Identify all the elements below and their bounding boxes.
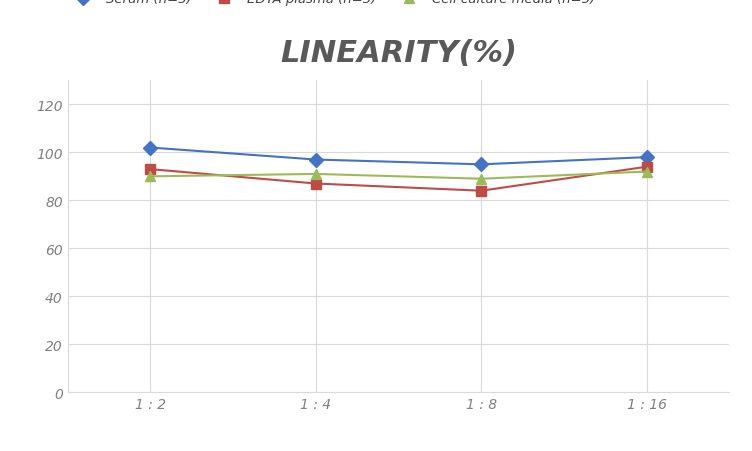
Title: LINEARITY(%): LINEARITY(%): [280, 39, 517, 68]
Legend: Serum (n=5), EDTA plasma (n=5), Cell culture media (n=5): Serum (n=5), EDTA plasma (n=5), Cell cul…: [61, 0, 600, 12]
